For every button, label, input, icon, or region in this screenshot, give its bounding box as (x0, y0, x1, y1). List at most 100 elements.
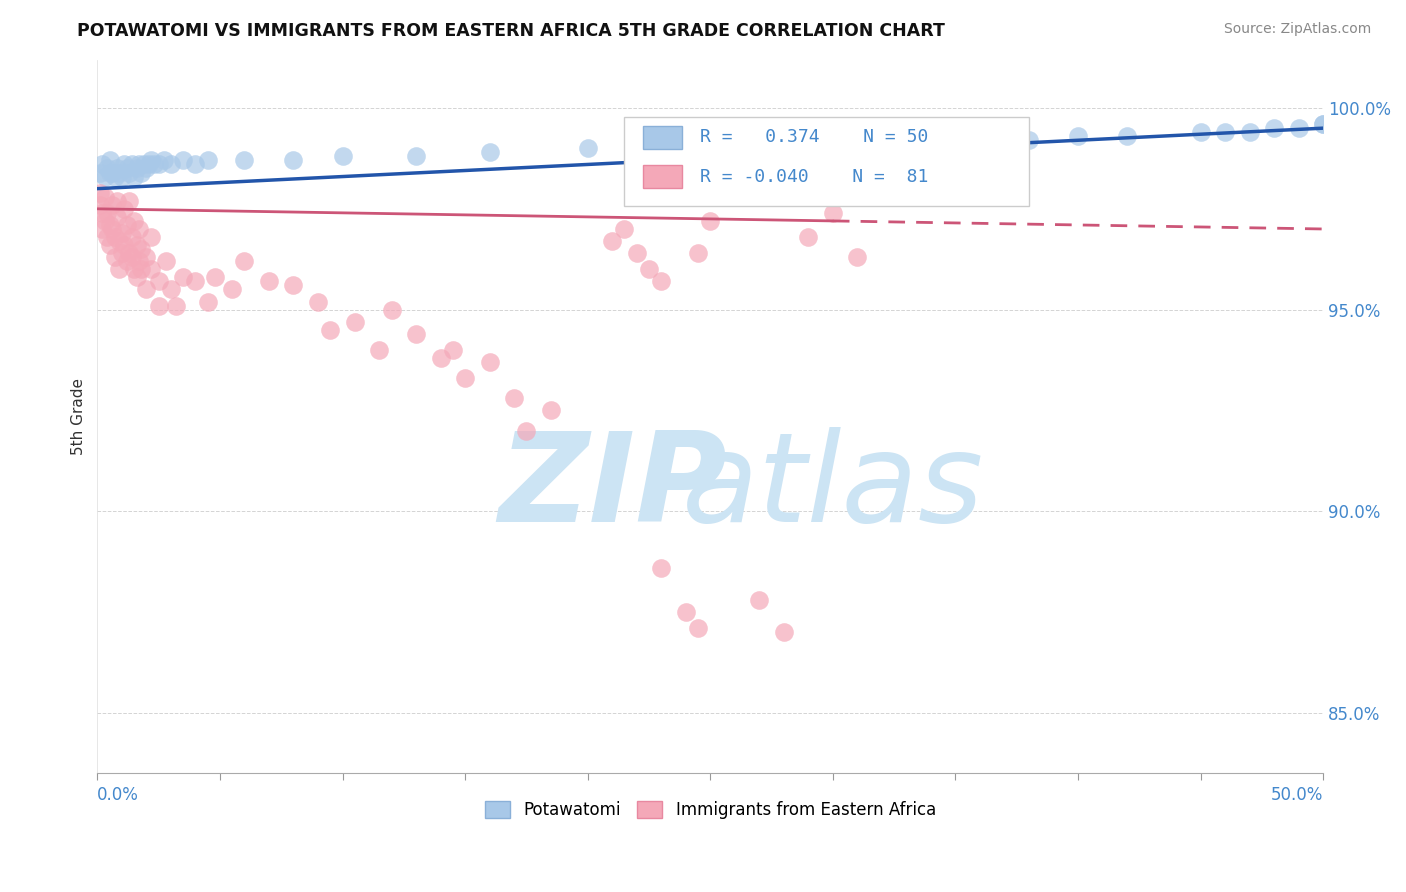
Point (233, 254, 256, 268)
Point (112, 157, 135, 171)
Point (283, 153, 305, 168)
Point (132, 157, 155, 171)
Point (98, 238, 121, 252)
Point (515, 424, 537, 438)
Point (128, 254, 150, 268)
Point (160, 283, 183, 297)
Point (1312, 117, 1334, 131)
Point (125, 238, 148, 252)
Point (115, 254, 138, 268)
Point (105, 210, 128, 224)
Point (748, 593, 770, 607)
Point (148, 299, 170, 313)
Text: R =   0.374    N = 50: R = 0.374 N = 50 (700, 128, 929, 146)
Point (112, 202, 135, 216)
Point (93, 190, 115, 204)
Point (626, 246, 648, 260)
Point (184, 157, 207, 171)
Point (172, 153, 194, 168)
Point (368, 343, 391, 357)
Point (686, 621, 709, 635)
Point (148, 157, 170, 171)
Point (96, 161, 118, 176)
Point (118, 194, 141, 208)
Point (197, 294, 219, 309)
FancyBboxPatch shape (624, 117, 1029, 206)
Point (821, 206, 844, 220)
Point (141, 230, 163, 244)
Point (152, 153, 174, 168)
Point (197, 153, 219, 168)
Point (89, 165, 111, 179)
Point (118, 165, 141, 179)
Point (797, 230, 820, 244)
Point (125, 161, 148, 176)
Point (128, 222, 150, 236)
Point (380, 302, 402, 317)
Point (111, 246, 134, 260)
Point (108, 262, 131, 277)
Point (135, 161, 157, 176)
Point (135, 283, 157, 297)
Point (115, 161, 138, 176)
Point (503, 392, 526, 406)
Point (111, 169, 134, 184)
FancyBboxPatch shape (643, 126, 682, 149)
Point (105, 194, 128, 208)
Text: 50.0%: 50.0% (1271, 786, 1323, 804)
Point (650, 274, 672, 288)
Point (101, 198, 124, 212)
Point (141, 262, 163, 277)
Point (103, 230, 125, 244)
Point (454, 371, 477, 385)
Point (128, 157, 150, 171)
Point (257, 274, 280, 288)
Point (1239, 125, 1261, 139)
Text: ZIP: ZIP (498, 427, 727, 549)
Point (405, 326, 427, 341)
Point (405, 149, 427, 163)
Point (184, 274, 207, 288)
Point (1288, 121, 1310, 136)
Point (160, 157, 183, 171)
Point (131, 242, 153, 256)
Point (131, 165, 153, 179)
Point (121, 230, 143, 244)
Point (93, 169, 115, 184)
Point (638, 262, 661, 277)
Point (141, 153, 163, 168)
Point (1213, 125, 1236, 139)
Point (108, 165, 131, 179)
Point (221, 283, 243, 297)
Point (91, 206, 114, 220)
Text: 0.0%: 0.0% (97, 786, 139, 804)
Point (91, 157, 114, 171)
Point (165, 299, 187, 313)
Point (89, 186, 111, 200)
Point (1263, 121, 1285, 136)
Text: POTAWATOMI VS IMMIGRANTS FROM EASTERN AFRICA 5TH GRADE CORRELATION CHART: POTAWATOMI VS IMMIGRANTS FROM EASTERN AF… (77, 22, 945, 40)
Text: atlas: atlas (682, 427, 984, 549)
Point (1067, 129, 1090, 144)
Point (105, 161, 128, 176)
Point (1018, 133, 1040, 147)
Y-axis label: 5th Grade: 5th Grade (72, 378, 86, 455)
Point (93, 214, 115, 228)
Point (135, 250, 157, 264)
Point (846, 153, 869, 168)
Point (283, 278, 305, 293)
Point (112, 238, 135, 252)
Point (233, 153, 256, 168)
Point (772, 137, 794, 152)
Point (600, 234, 623, 248)
Point (96, 206, 118, 220)
Point (98, 153, 121, 168)
Point (98, 218, 121, 232)
Point (98, 165, 121, 179)
Point (576, 141, 599, 155)
Point (429, 351, 451, 365)
Text: R = -0.040    N =  81: R = -0.040 N = 81 (700, 168, 929, 186)
Point (155, 254, 177, 268)
Point (89, 198, 111, 212)
Point (101, 165, 124, 179)
